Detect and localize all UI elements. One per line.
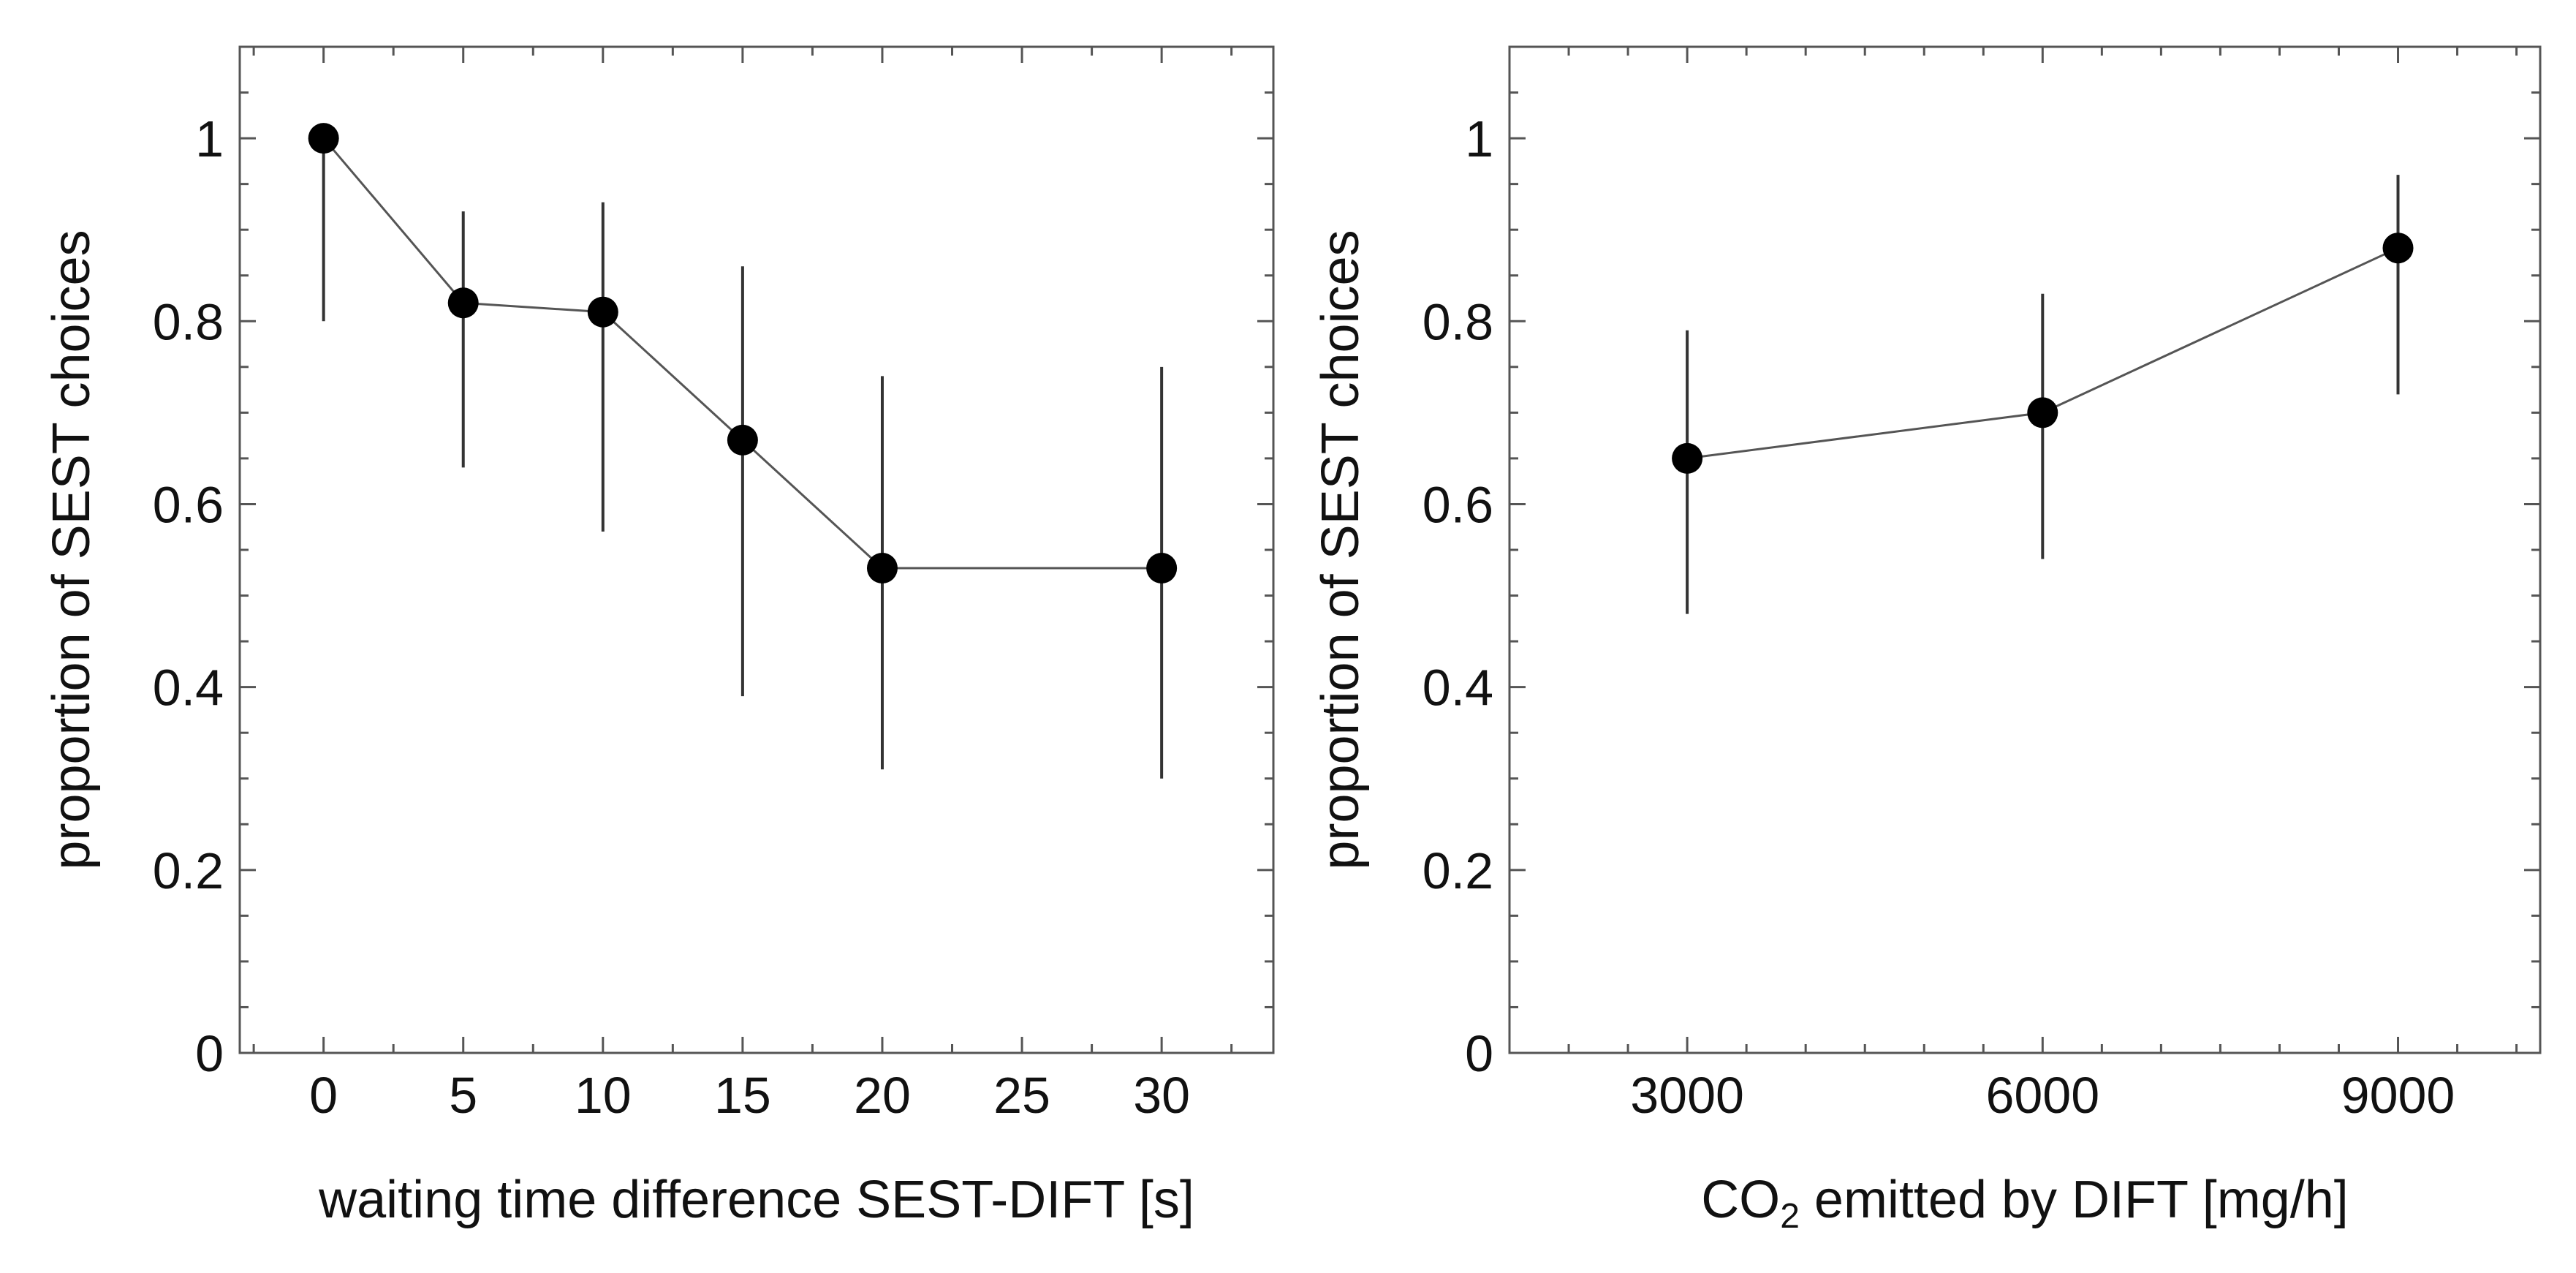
y-tick-label: 0.8 — [153, 293, 224, 350]
y-tick-label: 0.2 — [153, 842, 224, 899]
right-tick-marks — [1508, 45, 2540, 1054]
right-x-axis-label: CO2 emitted by DIFT [mg/h] — [1701, 1171, 2349, 1236]
data-point — [2382, 233, 2414, 264]
x-tick-label: 15 — [714, 1067, 771, 1124]
series-line — [322, 137, 1162, 570]
left-x-tick-labels: 0 5 10 15 20 25 30 — [309, 1067, 1190, 1124]
x-tick-label: 10 — [575, 1067, 632, 1124]
data-point — [866, 553, 898, 584]
right-data-series — [1672, 175, 2414, 614]
x-tick-label: 20 — [854, 1067, 911, 1124]
right-x-tick-labels: 3000 6000 9000 — [1630, 1067, 2455, 1124]
x-tick-label: 6000 — [1985, 1067, 2099, 1124]
right-x-axis-label-subscript: 2 — [1780, 1197, 1800, 1236]
right-x-axis-label-rest: emitted by DIFT [mg/h] — [1800, 1171, 2349, 1229]
y-tick-label: 0.4 — [153, 660, 224, 717]
y-tick-label: 1 — [1465, 110, 1493, 167]
x-tick-label: 5 — [449, 1067, 477, 1124]
y-tick-label: 0.6 — [153, 476, 224, 533]
y-tick-label: 0.2 — [1423, 842, 1493, 899]
data-point — [308, 123, 339, 154]
data-point — [1146, 553, 1178, 584]
y-tick-label: 0 — [195, 1025, 224, 1082]
data-point — [2027, 397, 2058, 428]
left-panel: 0 5 10 15 20 25 30 0 0.2 0.4 0.6 0.8 1 waiting time… — [42, 45, 1275, 1229]
left-y-tick-labels: 0 0.2 0.4 0.6 0.8 1 — [153, 110, 224, 1082]
y-tick-label: 1 — [195, 110, 224, 167]
right-y-axis-label: proportion of SEST choices — [1311, 230, 1370, 869]
x-tick-label: 0 — [309, 1067, 338, 1124]
data-point — [727, 424, 758, 456]
right-panel: 3000 6000 9000 0 0.2 0.4 0.6 0.8 1 CO2 emitted … — [1311, 45, 2542, 1236]
x-tick-label: 25 — [993, 1067, 1050, 1124]
left-plot-frame — [238, 45, 1275, 1054]
y-tick-label: 0.6 — [1423, 476, 1493, 533]
left-data-series — [308, 123, 1178, 779]
x-tick-label: 3000 — [1630, 1067, 1744, 1124]
y-tick-label: 0.4 — [1423, 660, 1493, 717]
x-tick-label: 9000 — [2341, 1067, 2455, 1124]
data-point — [1672, 442, 1703, 474]
right-x-axis-label-main: CO — [1701, 1171, 1780, 1229]
right-y-tick-labels: 0 0.2 0.4 0.6 0.8 1 — [1423, 110, 1493, 1082]
x-tick-label: 30 — [1133, 1067, 1190, 1124]
data-point — [587, 296, 618, 328]
left-x-axis-label: waiting time difference SEST-DIFT [s] — [318, 1171, 1194, 1229]
left-y-axis-label: proportion of SEST choices — [42, 230, 101, 869]
y-tick-label: 0.8 — [1423, 293, 1493, 350]
y-tick-label: 0 — [1465, 1025, 1493, 1082]
right-plot-frame — [1508, 45, 2542, 1054]
left-tick-marks — [240, 45, 1273, 1054]
data-point — [447, 287, 479, 319]
